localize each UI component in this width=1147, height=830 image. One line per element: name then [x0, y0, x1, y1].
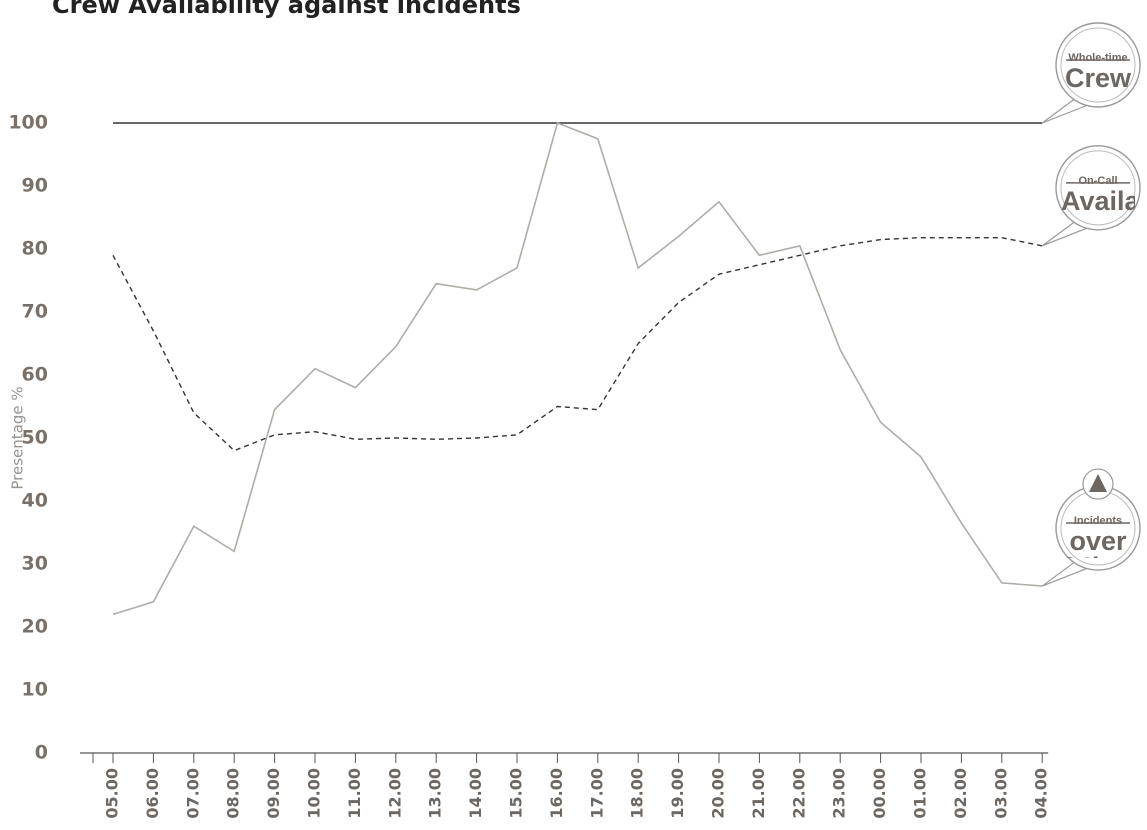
x-tick-label: 17.00	[587, 768, 606, 819]
x-tick-label: 14.00	[466, 768, 485, 819]
legend-text-box: On-Call Availability	[1061, 174, 1135, 216]
y-tick-label: 0	[35, 742, 48, 764]
legend-label: Whole-time Crew	[1064, 52, 1132, 93]
y-tick-label: 80	[22, 238, 48, 260]
x-tick-label: 04.00	[1032, 768, 1051, 819]
x-tick-label: 23.00	[830, 768, 849, 819]
y-axis-label: Presentage %	[9, 386, 27, 489]
x-tick-label: 18.00	[628, 768, 647, 819]
y-tick-label: 30	[22, 553, 48, 575]
y-tick-label: 40	[22, 490, 48, 512]
legend-item: Incidents over 24hrs	[1041, 468, 1141, 587]
legend-item: On-Call Availability	[1041, 145, 1141, 247]
x-tick-label: 02.00	[951, 768, 970, 819]
x-tick-label: 21.00	[749, 768, 768, 819]
chart-title: Crew Availability against incidents	[52, 0, 521, 19]
callout-inner	[1060, 150, 1136, 226]
x-tick-label: 05.00	[103, 768, 122, 819]
legend-label: On-Call Availability	[1061, 174, 1135, 216]
x-tick-label: 07.00	[183, 768, 202, 819]
x-tick-label: 06.00	[143, 768, 162, 819]
y-tick-label: 60	[22, 364, 48, 386]
series-line	[112, 236, 1043, 452]
legend-text-box: Whole-time Crew	[1064, 52, 1132, 93]
x-tick-label: 08.00	[224, 768, 243, 819]
callout-inner	[1060, 27, 1136, 103]
incident-icon-glyph	[1089, 474, 1107, 493]
y-tick-label: 70	[22, 301, 48, 323]
x-tick-label: 10.00	[305, 768, 324, 819]
y-tick-label: 50	[22, 427, 48, 449]
x-tick-label: 11.00	[345, 768, 364, 819]
x-tick-label: 13.00	[426, 768, 445, 819]
x-tick-label: 19.00	[668, 768, 687, 819]
series-line	[112, 121, 1043, 616]
x-tick-label: 03.00	[991, 768, 1010, 819]
x-tick-label: 16.00	[547, 768, 566, 819]
x-tick-label: 09.00	[264, 768, 283, 819]
x-tick-label: 20.00	[709, 768, 728, 819]
x-tick-label: 22.00	[789, 768, 808, 819]
legend-text-box: Incidents over 24hrs	[1062, 515, 1134, 558]
y-tick-label: 100	[8, 112, 48, 134]
y-tick-label: 10	[22, 679, 48, 701]
x-tick-label: 00.00	[870, 768, 889, 819]
x-tick-label: 01.00	[911, 768, 930, 819]
x-tick-label: 15.00	[507, 768, 526, 819]
x-tick-label: 12.00	[385, 768, 404, 819]
y-tick-label: 90	[22, 175, 48, 197]
legend-label: Incidents over 24hrs	[1062, 515, 1134, 558]
y-tick-label: 20	[22, 616, 48, 638]
legend-item: Whole-time Crew	[1041, 22, 1141, 124]
